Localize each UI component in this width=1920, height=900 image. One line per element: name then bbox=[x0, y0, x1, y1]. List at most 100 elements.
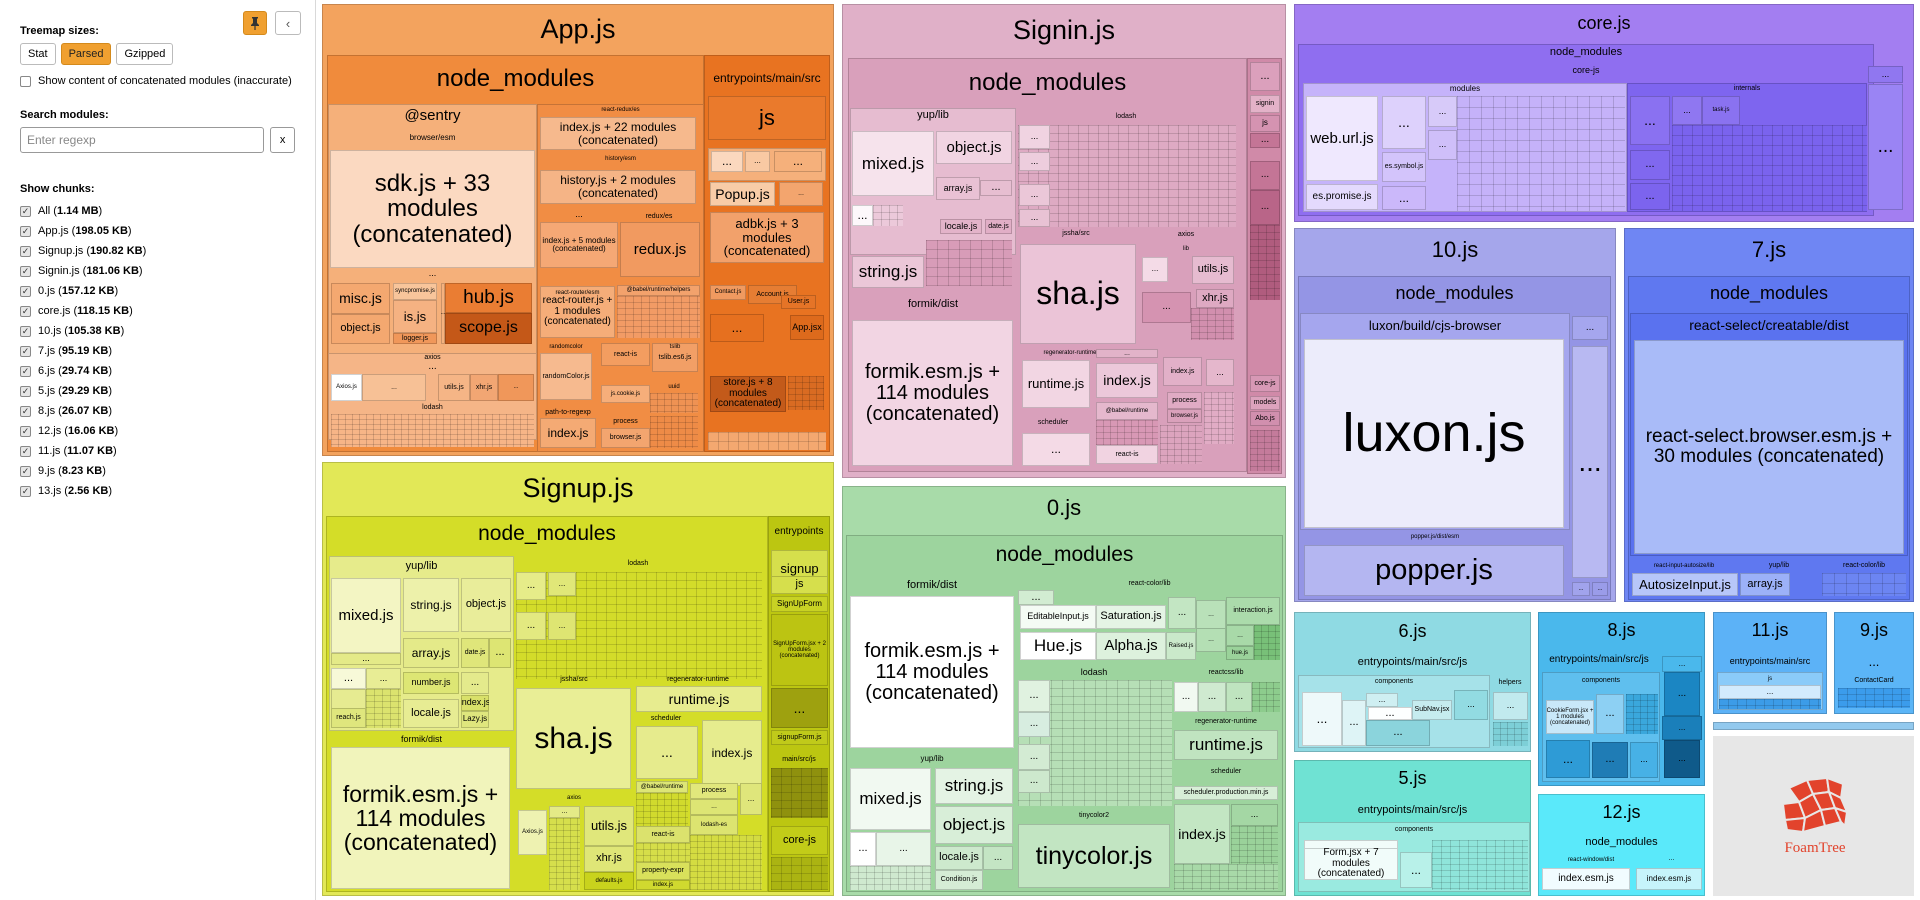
treemap-node[interactable] bbox=[1630, 150, 1670, 180]
treemap-node[interactable] bbox=[445, 283, 532, 313]
treemap-node[interactable] bbox=[1302, 692, 1342, 746]
treemap-node[interactable] bbox=[1226, 625, 1254, 646]
treemap-node[interactable] bbox=[1020, 244, 1136, 344]
treemap-node[interactable] bbox=[1226, 646, 1254, 660]
treemap-node[interactable] bbox=[461, 695, 489, 711]
treemap-node[interactable] bbox=[636, 781, 688, 793]
react-color-cells[interactable] bbox=[1254, 625, 1280, 660]
chunk-item[interactable]: ✓ 9.js (8.23 KB) bbox=[20, 461, 295, 481]
treemap-node[interactable] bbox=[461, 711, 489, 728]
chunk-checkbox[interactable]: ✓ bbox=[20, 205, 31, 217]
treemap-node[interactable] bbox=[1231, 804, 1278, 826]
treemap-node[interactable] bbox=[710, 376, 786, 412]
treemap-node[interactable] bbox=[710, 314, 764, 342]
treemap-node[interactable] bbox=[617, 285, 700, 296]
treemap-node[interactable] bbox=[1702, 96, 1740, 125]
zero-small-cells[interactable] bbox=[1174, 864, 1278, 890]
treemap-node[interactable] bbox=[331, 653, 401, 665]
treemap-node[interactable] bbox=[1412, 700, 1452, 720]
treemap-node[interactable] bbox=[850, 832, 876, 866]
treemap-node[interactable] bbox=[403, 672, 459, 694]
treemap-node[interactable] bbox=[636, 826, 690, 843]
treemap-node[interactable] bbox=[636, 880, 690, 890]
treemap-node[interactable] bbox=[1096, 363, 1158, 398]
treemap-node[interactable] bbox=[461, 638, 489, 668]
treemap-node[interactable] bbox=[1546, 740, 1590, 778]
app-small-cells[interactable] bbox=[650, 416, 698, 448]
babel-cells[interactable] bbox=[1096, 420, 1158, 445]
treemap-node[interactable] bbox=[983, 846, 1013, 870]
chunk-checkbox[interactable]: ✓ bbox=[20, 465, 31, 477]
treemap-node[interactable] bbox=[1632, 573, 1738, 596]
chunk-item[interactable]: ✓ All (1.14 MB) bbox=[20, 201, 295, 221]
treemap-node[interactable] bbox=[1662, 656, 1702, 672]
treemap-node[interactable] bbox=[980, 180, 1012, 196]
treemap-node[interactable] bbox=[1400, 852, 1432, 888]
treemap-node[interactable] bbox=[790, 315, 824, 340]
chunk-item[interactable]: ✓ 8.js (26.07 KB) bbox=[20, 401, 295, 421]
chunk-item[interactable]: ✓ Signup.js (190.82 KB) bbox=[20, 241, 295, 261]
treemap-node[interactable] bbox=[393, 283, 437, 300]
treemap-node[interactable] bbox=[1592, 742, 1628, 778]
treemap-node[interactable] bbox=[1022, 360, 1090, 408]
signin-entry-cells[interactable] bbox=[1250, 225, 1280, 300]
treemap-node[interactable] bbox=[1306, 96, 1378, 181]
store-cells[interactable] bbox=[788, 376, 824, 410]
treemap-node[interactable] bbox=[584, 872, 634, 890]
treemap-node[interactable] bbox=[540, 286, 615, 338]
treemap-node[interactable] bbox=[1019, 125, 1050, 149]
chunk-item[interactable]: ✓ 7.js (95.19 KB) bbox=[20, 341, 295, 361]
treemap-node[interactable] bbox=[1192, 256, 1234, 284]
treemap-node[interactable] bbox=[935, 768, 1013, 804]
treemap-node[interactable] bbox=[620, 222, 700, 277]
treemap-node[interactable] bbox=[690, 799, 738, 815]
treemap-node[interactable] bbox=[1493, 692, 1528, 720]
treemap-node[interactable] bbox=[1018, 744, 1050, 770]
treemap-node[interactable] bbox=[1196, 289, 1234, 308]
treemap-node[interactable] bbox=[331, 374, 362, 401]
search-input[interactable] bbox=[20, 127, 265, 153]
treemap-node[interactable] bbox=[540, 222, 618, 268]
treemap-node[interactable] bbox=[1226, 682, 1252, 712]
misc-cells[interactable] bbox=[1204, 392, 1234, 444]
treemap-node[interactable] bbox=[1664, 672, 1700, 716]
treemap-node[interactable] bbox=[601, 385, 650, 403]
treemap-node[interactable] bbox=[1174, 786, 1278, 800]
uuid-cells[interactable] bbox=[650, 393, 698, 413]
treemap-node[interactable] bbox=[1868, 84, 1903, 210]
treemap-node[interactable] bbox=[331, 578, 401, 653]
treemap-node[interactable] bbox=[601, 343, 650, 366]
treemap-node[interactable] bbox=[1428, 130, 1457, 160]
treemap-node[interactable] bbox=[1018, 712, 1050, 737]
treemap-node[interactable] bbox=[774, 151, 822, 172]
treemap-node[interactable] bbox=[438, 374, 470, 401]
treemap-node[interactable] bbox=[1167, 409, 1202, 423]
pin-sidebar-button[interactable] bbox=[243, 11, 267, 35]
treemap-node[interactable] bbox=[771, 576, 828, 594]
treemap-node[interactable] bbox=[1174, 804, 1230, 864]
treemap-node[interactable] bbox=[850, 768, 931, 830]
treemap-node[interactable] bbox=[690, 815, 738, 835]
treemap-node[interactable] bbox=[540, 353, 592, 400]
treemap-node[interactable] bbox=[445, 313, 532, 344]
treemap-node[interactable] bbox=[1196, 600, 1226, 629]
react-color-cells[interactable] bbox=[1822, 573, 1906, 596]
treemap-node[interactable] bbox=[1019, 209, 1050, 227]
treemap-node[interactable] bbox=[1250, 62, 1280, 91]
treemap-node[interactable] bbox=[636, 726, 698, 779]
popper-module[interactable] bbox=[1304, 545, 1564, 596]
treemap-node[interactable] bbox=[540, 117, 696, 150]
chunk-checkbox[interactable]: ✓ bbox=[20, 265, 31, 277]
core-internals-cells[interactable] bbox=[1672, 125, 1867, 211]
treemap-node[interactable] bbox=[708, 96, 826, 140]
axios-cells[interactable] bbox=[1191, 308, 1234, 340]
treemap-node[interactable] bbox=[1368, 707, 1412, 720]
treemap-node[interactable] bbox=[740, 783, 762, 815]
treemap-node[interactable] bbox=[393, 333, 437, 344]
main-src-cells[interactable] bbox=[771, 768, 828, 818]
treemap-node[interactable] bbox=[516, 688, 631, 789]
treemap-node[interactable] bbox=[461, 672, 489, 694]
treemap-node[interactable] bbox=[936, 177, 980, 200]
treemap-node[interactable] bbox=[745, 151, 770, 172]
chunk-checkbox[interactable]: ✓ bbox=[20, 305, 31, 317]
